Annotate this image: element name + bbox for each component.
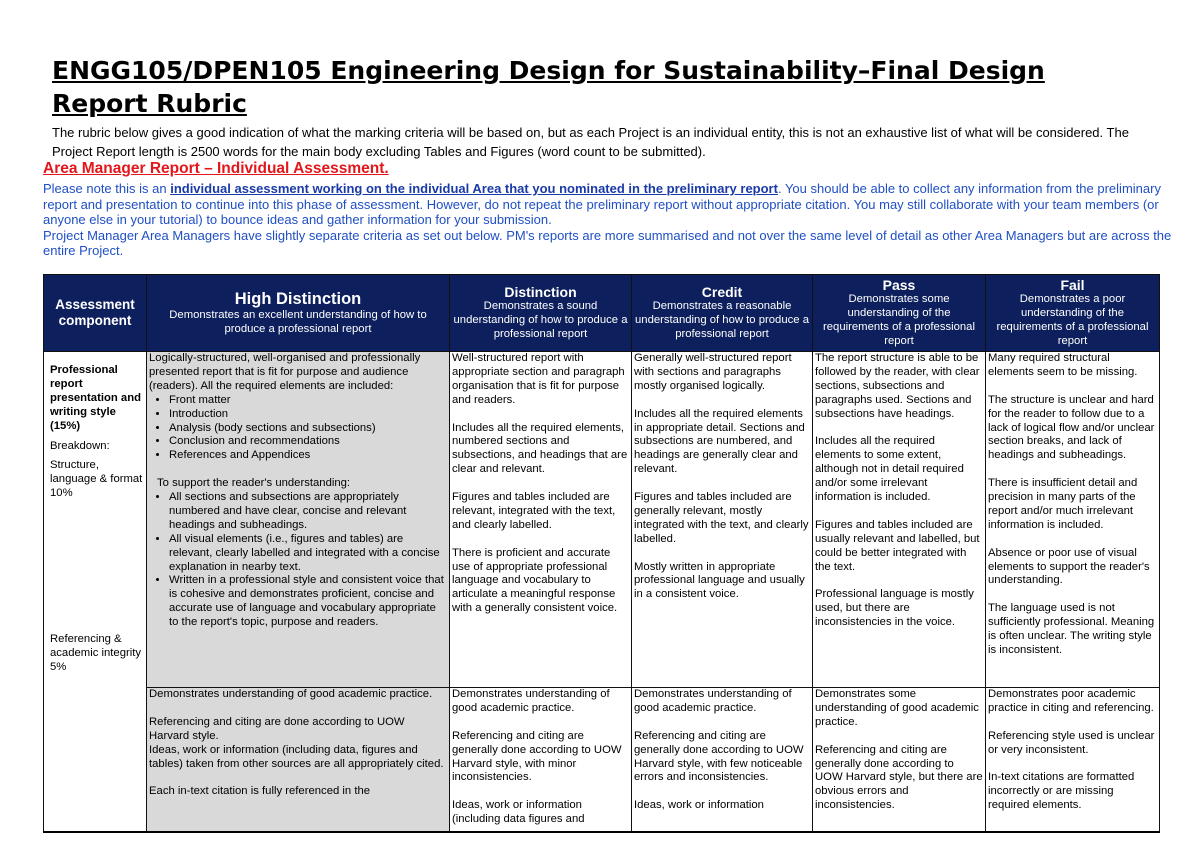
cell-c-structure: Generally well-structured report with se…: [631, 351, 813, 688]
note-text: . You should be able to collect any info…: [43, 181, 1161, 228]
cell-text: Professional language is mostly used, bu…: [815, 588, 974, 629]
cell-text: Figures and tables included are generall…: [634, 491, 809, 545]
component-cell: Professional report presentation and wri…: [43, 351, 147, 831]
cell-text: The language used is not sufficiently pr…: [988, 602, 1155, 656]
intro-paragraph: The rubric below gives a good indication…: [52, 125, 1129, 159]
level-label: Fail: [1060, 277, 1085, 294]
cell-text: Logically-structured, well-organised and…: [149, 352, 421, 392]
cell-text: Absence or poor use of visual elements t…: [988, 546, 1150, 587]
cell-text: Demonstrates understanding of good acade…: [452, 688, 610, 714]
list-item: Analysis (body sections and subsections): [169, 422, 447, 436]
cell-text: Referencing and citing are generally don…: [815, 743, 983, 812]
table-row: Professional report presentation and wri…: [43, 351, 1160, 831]
component-referencing: Referencing & academic integrity 5%: [50, 633, 142, 673]
header-row: Assessment component High Distinction Dem…: [43, 274, 1160, 352]
cell-text: Demonstrates understanding of good acade…: [634, 688, 792, 714]
cell-text: Well-structured report with appropriate …: [452, 352, 625, 406]
header-pass: Pass Demonstrates some understanding of t…: [812, 274, 986, 352]
cell-hd-structure: Logically-structured, well-organised and…: [146, 351, 450, 688]
cell-text: Ideas, work or information (including da…: [452, 799, 585, 826]
list-item: All visual elements (i.e., figures and t…: [169, 533, 447, 575]
cell-text: Ideas, work or information (including da…: [149, 743, 444, 770]
cell-text: Each in-text citation is fully reference…: [149, 785, 371, 798]
cell-text: Referencing and citing are done accordin…: [149, 715, 405, 742]
table-row: Demonstrates understanding of good acade…: [44, 687, 1160, 831]
note-text: Please note this is an: [43, 181, 171, 196]
level-description: Demonstrates a poor understanding of the…: [996, 293, 1149, 347]
cell-text: To support the reader's understanding:: [157, 477, 351, 490]
header-high-distinction: High Distinction Demonstrates an excellen…: [146, 274, 450, 352]
cell-f-structure: Many required structural elements seem t…: [985, 351, 1160, 688]
cell-text: Generally well-structured report with se…: [634, 352, 792, 392]
level-description: Demonstrates a reasonable understanding …: [635, 300, 809, 340]
level-description: Demonstrates an excellent understanding …: [169, 309, 427, 335]
header-component: Assessment component: [43, 274, 147, 352]
support-list: All sections and subsections are appropr…: [149, 491, 447, 630]
cell-text: Demonstrates poor academic practice in c…: [988, 688, 1154, 714]
level-label: Distinction: [504, 284, 577, 301]
cell-text: Mostly written in appropriate profession…: [634, 560, 805, 601]
list-item: Conclusion and recommendations: [169, 435, 447, 449]
pm-note: Project Manager Area Managers have sligh…: [43, 227, 1172, 259]
cell-d-referencing: Demonstrates understanding of good acade…: [449, 687, 632, 831]
level-label: High Distinction: [234, 290, 362, 309]
component-title: Professional report presentation and wri…: [50, 364, 142, 432]
cell-text: Figures and tables included are usually …: [815, 518, 980, 573]
component-breakdown: Breakdown:: [50, 439, 110, 452]
area-heading: Area Manager Report – Individual Assessm…: [43, 160, 389, 177]
cell-p-referencing: Demonstrates some understanding of good …: [812, 687, 986, 831]
level-label: Pass: [882, 277, 916, 294]
cell-text: Ideas, work or information: [634, 799, 764, 812]
header-distinction: Distinction Demonstrates a sound understa…: [449, 274, 632, 352]
cell-text: Demonstrates some understanding of good …: [815, 688, 979, 728]
cell-f-referencing: Demonstrates poor academic practice in c…: [985, 687, 1160, 831]
list-item: Introduction: [169, 408, 447, 422]
cell-c-referencing: Demonstrates understanding of good acade…: [631, 687, 813, 831]
list-item: References and Appendices: [169, 449, 447, 463]
document-title: ENGG105/DPEN105 Engineering Design for S…: [52, 56, 1045, 118]
cell-text: Figures and tables included are relevant…: [452, 491, 616, 531]
cell-text: Many required structural elements seem t…: [988, 352, 1138, 378]
cell-hd-referencing: Demonstrates understanding of good acade…: [146, 687, 450, 831]
header-credit: Credit Demonstrates a reasonable understa…: [631, 274, 813, 352]
list-item: Front matter: [169, 394, 447, 408]
cell-text: Includes all the required elements to so…: [815, 435, 964, 504]
cell-text: There is proficient and accurate use of …: [452, 546, 618, 615]
cell-text: In-text citations are formatted incorrec…: [988, 771, 1135, 812]
cell-d-structure: Well-structured report with appropriate …: [449, 351, 632, 688]
cell-text: Demonstrates understanding of good acade…: [149, 688, 433, 700]
cell-p-structure: The report structure is able to be follo…: [812, 351, 986, 688]
component-structure: Structure, language & format 10%: [50, 459, 143, 500]
cell-text: Referencing style used is unclear or ver…: [988, 729, 1155, 756]
cell-text: The structure is unclear and hard for th…: [988, 393, 1155, 462]
note-emphasis: individual assessment working on the ind…: [170, 181, 778, 196]
cell-text: Includes all the required elements, numb…: [452, 421, 628, 476]
cell-text: Includes all the required elements in ap…: [634, 407, 805, 476]
cell-text: Referencing and citing are generally don…: [452, 729, 622, 784]
list-item: Written in a professional style and cons…: [169, 574, 447, 630]
level-description: Demonstrates some understanding of the r…: [823, 293, 975, 347]
rubric-table: Assessment component High Distinction Dem…: [43, 274, 1160, 833]
required-elements-list: Front matter Introduction Analysis (body…: [149, 394, 447, 464]
level-label: Credit: [701, 284, 743, 301]
list-item: All sections and subsections are appropr…: [169, 491, 447, 533]
cell-text: The report structure is able to be follo…: [815, 352, 980, 420]
header-fail: Fail Demonstrates a poor understanding of…: [985, 274, 1160, 352]
cell-text: Referencing and citing are generally don…: [634, 729, 804, 784]
assessment-note: Please note this is an individual assess…: [43, 181, 1173, 259]
cell-text: There is insufficient detail and precisi…: [988, 477, 1138, 531]
level-description: Demonstrates a sound understanding of ho…: [453, 300, 628, 340]
